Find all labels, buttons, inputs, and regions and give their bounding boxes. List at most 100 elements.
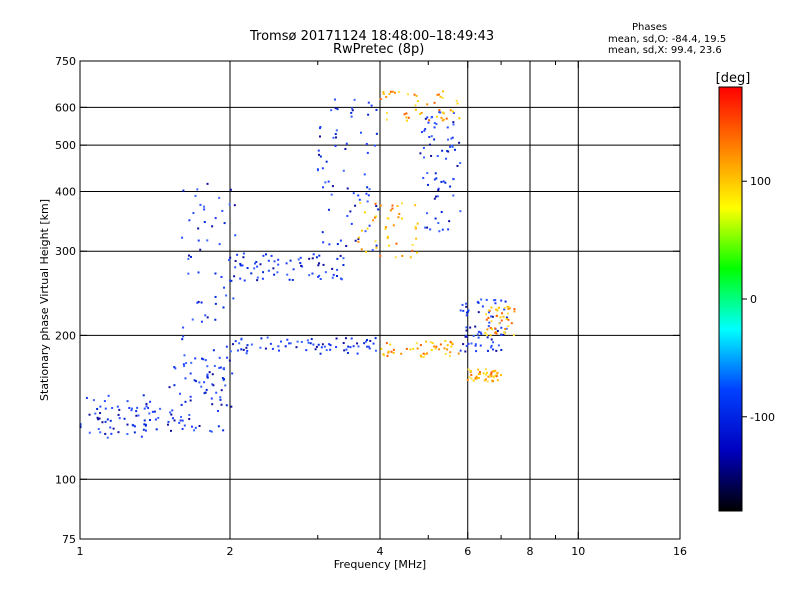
data-point	[189, 255, 192, 258]
data-point	[209, 429, 212, 432]
data-point	[411, 249, 414, 252]
data-point	[104, 432, 107, 435]
data-point	[437, 189, 440, 192]
data-point	[469, 369, 472, 372]
data-point	[358, 198, 361, 201]
data-point	[174, 367, 177, 370]
data-point	[424, 117, 427, 120]
data-point	[365, 143, 368, 146]
data-point	[446, 150, 449, 153]
data-point	[451, 144, 454, 147]
data-point	[106, 418, 109, 421]
data-point	[434, 347, 437, 350]
data-point	[220, 403, 223, 406]
data-point	[94, 412, 97, 415]
data-point	[448, 354, 451, 357]
data-point	[117, 431, 120, 434]
data-point	[145, 405, 148, 408]
x-tick-label: 1	[77, 545, 84, 558]
data-point	[92, 399, 95, 402]
data-point	[414, 204, 417, 207]
data-point	[487, 375, 490, 378]
data-point	[197, 271, 200, 274]
data-point	[234, 266, 237, 269]
data-point	[476, 333, 479, 336]
data-point	[229, 256, 232, 259]
data-point	[215, 391, 218, 394]
data-point	[323, 345, 326, 348]
data-point	[371, 249, 374, 252]
data-point	[197, 227, 200, 230]
data-point	[351, 109, 354, 112]
data-point	[467, 342, 470, 345]
data-point	[231, 372, 234, 375]
data-point	[363, 342, 366, 345]
data-point	[385, 118, 388, 121]
data-point	[322, 241, 325, 244]
data-point	[178, 421, 181, 424]
data-point	[484, 368, 487, 371]
data-point	[424, 226, 427, 229]
data-point	[339, 277, 342, 280]
data-point	[385, 95, 388, 98]
data-point	[312, 253, 315, 256]
data-point	[315, 345, 318, 348]
data-point	[375, 108, 378, 111]
data-point	[475, 375, 478, 378]
data-point	[210, 397, 213, 400]
data-point	[474, 377, 477, 380]
data-point	[373, 216, 376, 219]
data-point	[199, 248, 202, 251]
data-point	[477, 301, 480, 304]
data-point	[433, 345, 436, 348]
data-point	[151, 410, 154, 413]
data-point	[196, 188, 199, 191]
data-point	[388, 244, 391, 247]
data-point	[147, 406, 150, 409]
data-point	[318, 274, 321, 277]
data-point	[259, 263, 262, 266]
data-point	[474, 325, 477, 328]
data-point	[451, 343, 454, 346]
data-point	[109, 426, 112, 429]
data-point	[363, 211, 366, 214]
data-point	[449, 340, 452, 343]
data-point	[449, 109, 452, 112]
data-point	[318, 254, 321, 257]
data-point	[182, 363, 185, 366]
data-point	[481, 305, 484, 308]
data-point	[429, 341, 432, 344]
data-point	[123, 417, 126, 420]
data-point	[375, 244, 378, 247]
data-point	[126, 433, 129, 436]
data-point	[374, 349, 377, 352]
data-point	[363, 173, 366, 176]
data-point	[234, 340, 237, 343]
data-point	[504, 328, 507, 331]
data-point	[433, 178, 436, 181]
data-point	[492, 299, 495, 302]
data-point	[192, 212, 195, 215]
data-point	[488, 375, 491, 378]
data-point	[429, 228, 432, 231]
data-point	[438, 109, 441, 112]
data-point	[485, 371, 488, 374]
data-point	[308, 274, 311, 277]
data-point	[228, 203, 231, 206]
data-point	[317, 264, 320, 267]
data-point	[357, 238, 360, 241]
data-point	[240, 348, 243, 351]
data-point	[485, 334, 488, 337]
data-point	[144, 429, 147, 432]
data-point	[243, 279, 246, 282]
data-point	[85, 396, 88, 399]
data-point	[414, 226, 417, 229]
data-point	[292, 268, 295, 271]
data-point	[317, 149, 320, 152]
data-point	[200, 320, 203, 323]
data-point	[300, 340, 303, 343]
data-point	[486, 349, 489, 352]
data-point	[269, 342, 272, 345]
data-point	[347, 345, 350, 348]
data-point	[379, 98, 382, 101]
